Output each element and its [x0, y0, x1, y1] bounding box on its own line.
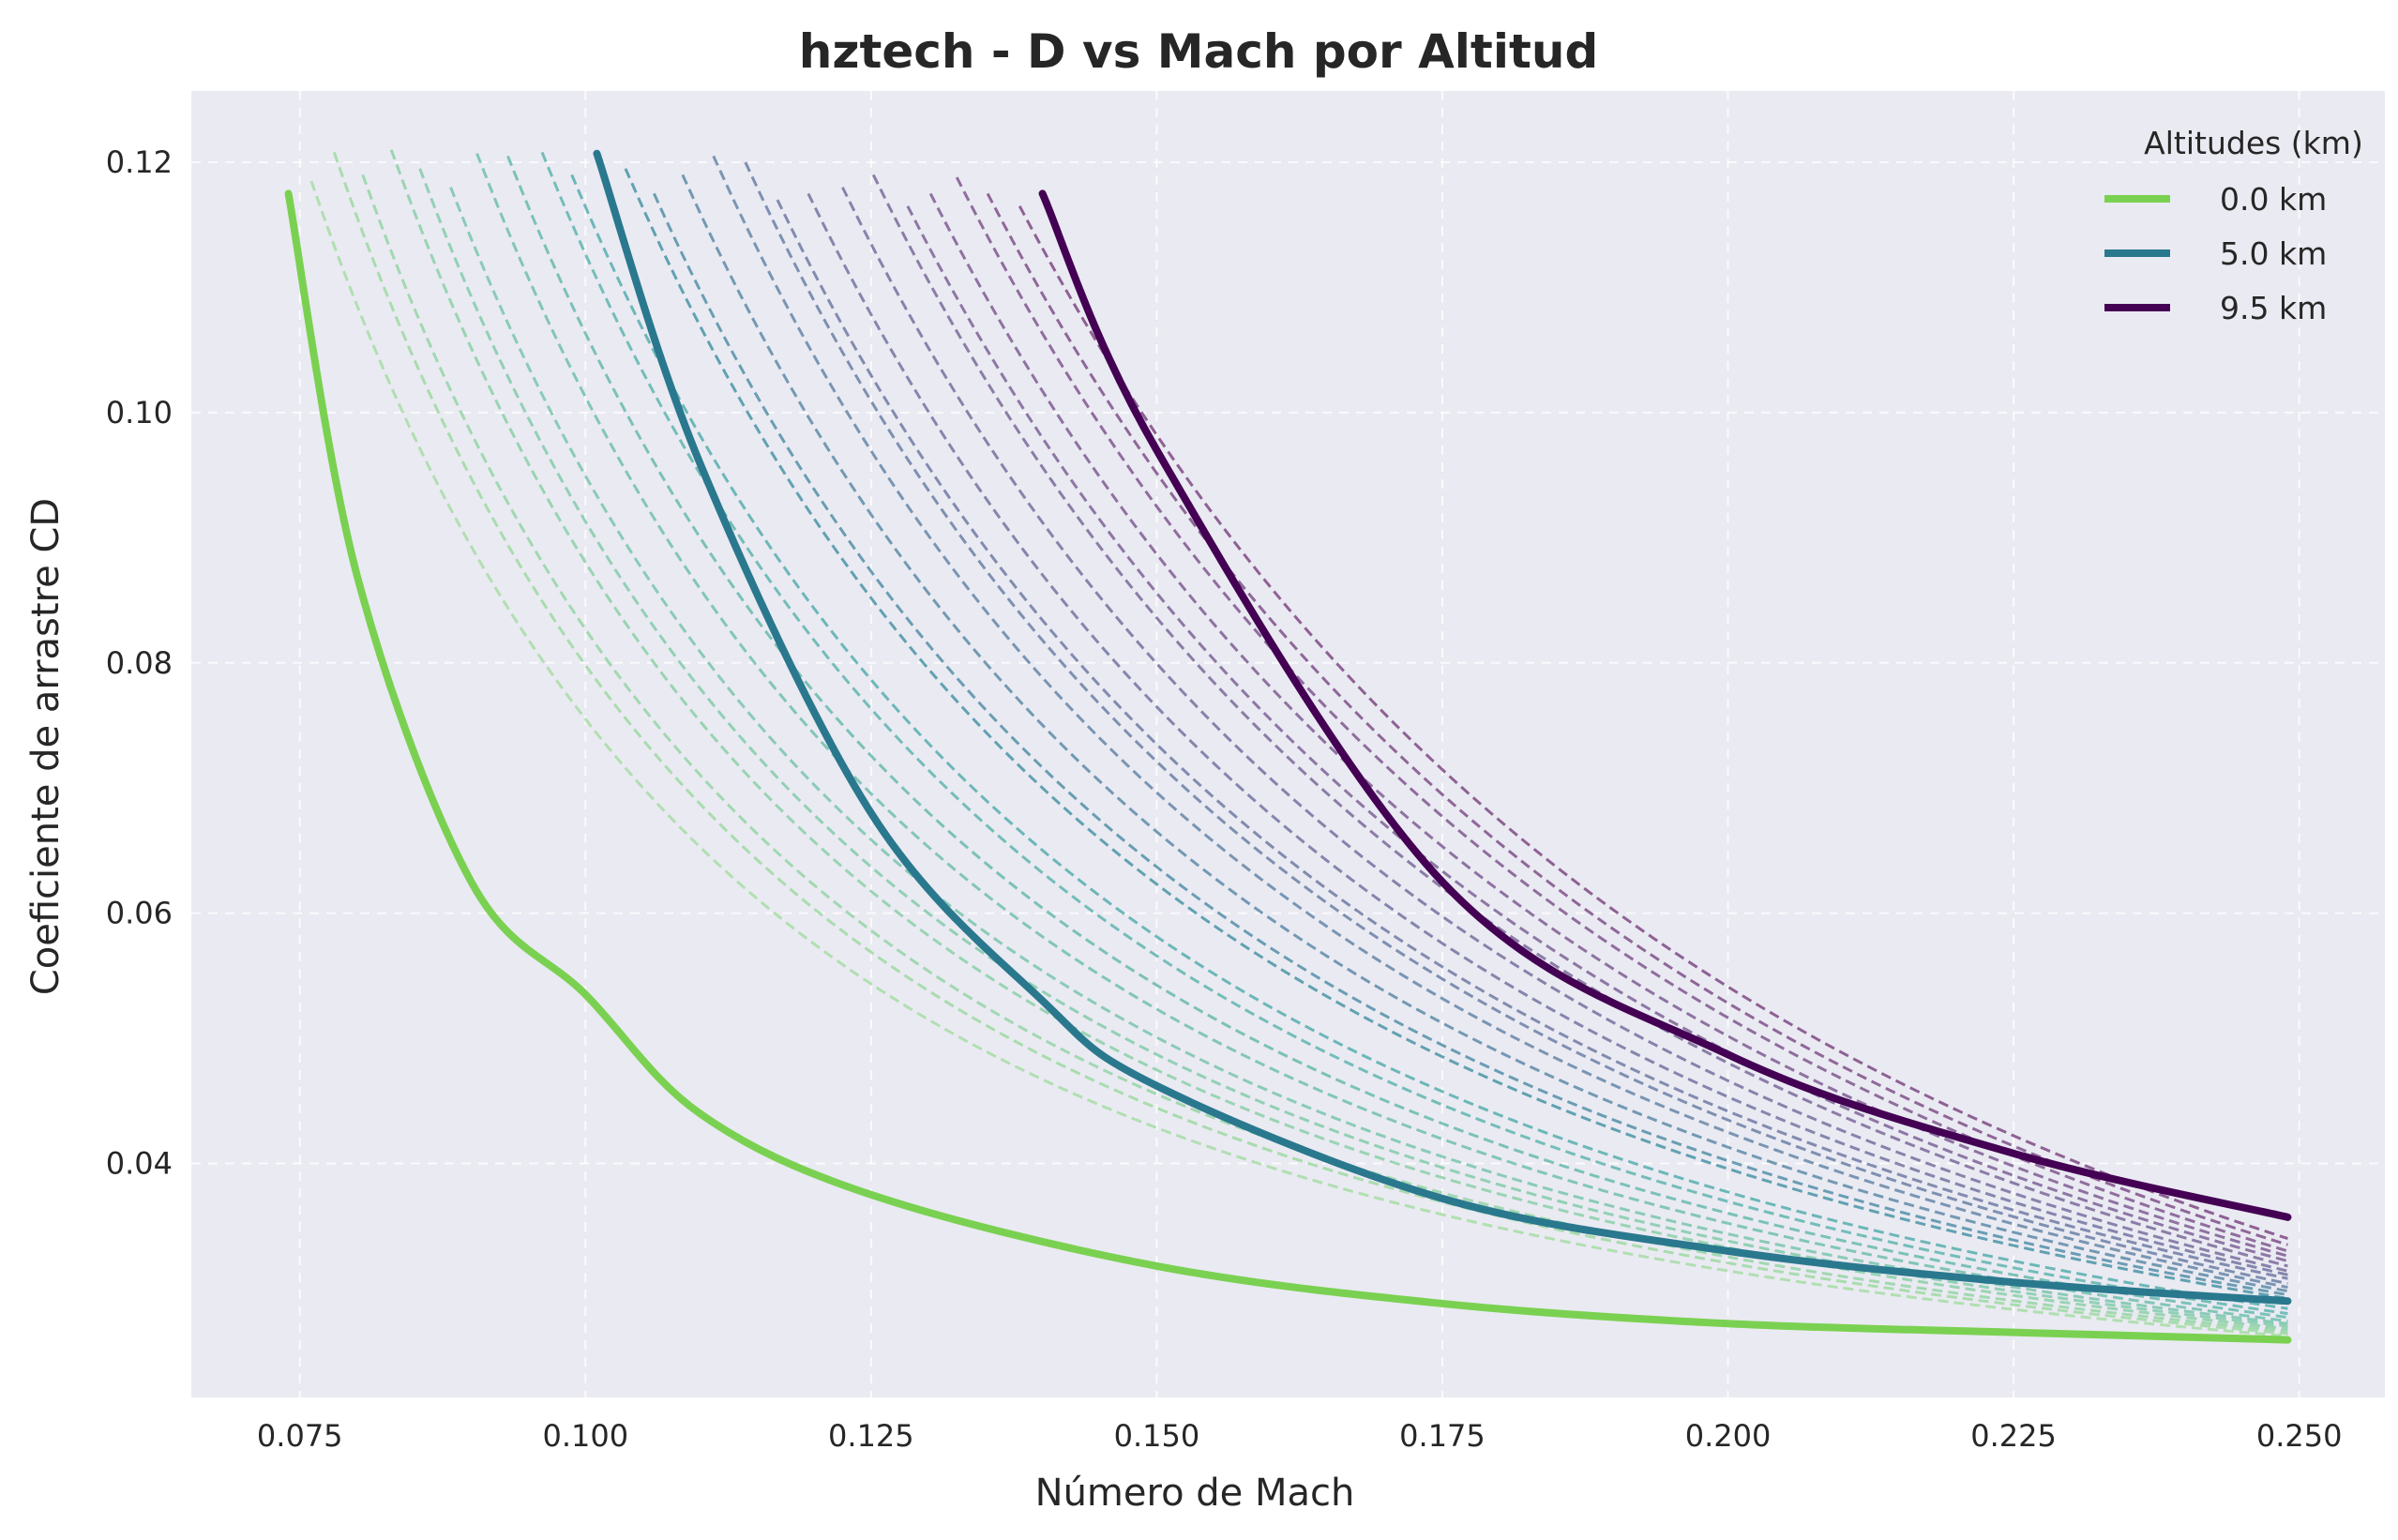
y-tick-label: 0.04	[106, 1145, 173, 1181]
x-tick-label: 0.250	[2256, 1418, 2343, 1454]
plot-area	[191, 91, 2385, 1397]
series-line-dashed	[807, 192, 2288, 1276]
series-line-5-0-km	[593, 149, 2292, 1306]
x-tick-label: 0.125	[828, 1418, 914, 1454]
series-line-dashed	[712, 155, 2288, 1290]
series-line-dashed	[540, 151, 2288, 1316]
x-tick-label: 0.175	[1399, 1418, 1486, 1454]
series-line-dashed	[506, 155, 2288, 1320]
x-axis-ticks: 0.075 0.100 0.125 0.150 0.175 0.200 0.225 0.250	[257, 1418, 2343, 1454]
legend: Altitudes (km) 0.0 km 5.0 km 9.5 km	[2104, 125, 2363, 326]
legend-entries: 0.0 km 5.0 km 9.5 km	[2104, 181, 2327, 326]
series-line-dashed	[1018, 205, 2288, 1240]
series-line-dashed	[776, 199, 2288, 1280]
series-line-dashed	[871, 174, 2288, 1268]
series-line-dashed	[309, 180, 2288, 1338]
series-line-dashed	[570, 174, 2288, 1310]
series-line-dashed	[681, 174, 2288, 1293]
y-tick-label: 0.06	[106, 896, 173, 931]
grid	[191, 91, 2385, 1397]
series-line-dashed	[624, 168, 2288, 1301]
x-tick-label: 0.075	[257, 1418, 343, 1454]
series-line-dashed	[841, 187, 2288, 1273]
legend-label: 9.5 km	[2220, 290, 2327, 326]
x-tick-label: 0.150	[1114, 1418, 1200, 1454]
x-tick-label: 0.225	[1970, 1418, 2057, 1454]
y-tick-label: 0.08	[106, 645, 173, 681]
legend-label: 0.0 km	[2220, 181, 2327, 218]
y-axis-ticks: 0.04 0.06 0.08 0.10 0.12	[106, 144, 173, 1181]
legend-label: 5.0 km	[2220, 235, 2327, 272]
y-tick-label: 0.10	[106, 395, 173, 430]
series-line-0-0-km	[284, 189, 2292, 1344]
y-axis-label: Coeficiente de arrastre CD	[24, 498, 68, 995]
series-line-dashed	[332, 151, 2288, 1336]
series-line-dashed	[744, 161, 2288, 1286]
series-line-dashed	[475, 153, 2288, 1323]
series-line-dashed	[361, 174, 2288, 1333]
series-line-dashed	[418, 168, 2288, 1328]
x-axis-label: Número de Mach	[1035, 1472, 1355, 1515]
chart-title: hztech - D vs Mach por Altitud	[799, 24, 1599, 79]
x-tick-label: 0.100	[542, 1418, 628, 1454]
x-tick-label: 0.200	[1685, 1418, 1772, 1454]
legend-title: Altitudes (km)	[2144, 125, 2363, 161]
series-line-dashed	[389, 149, 2288, 1331]
y-tick-label: 0.12	[106, 144, 173, 180]
series-line-dashed	[955, 176, 2288, 1253]
series-layer	[284, 149, 2292, 1344]
series-line-dashed	[928, 192, 2288, 1258]
series-line-9-5-km	[1038, 189, 2292, 1221]
series-line-dashed	[653, 192, 2288, 1297]
